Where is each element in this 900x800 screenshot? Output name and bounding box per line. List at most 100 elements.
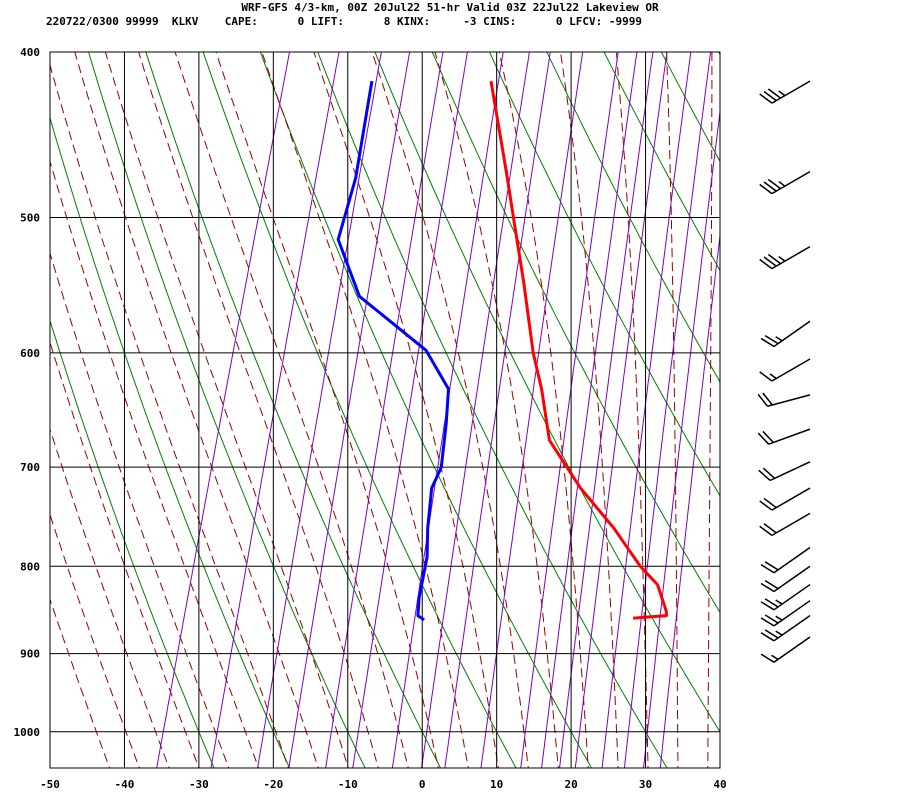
mixing-ratio-line	[480, 52, 584, 768]
dry-adiabat-line	[202, 52, 517, 768]
wind-barb	[759, 246, 811, 270]
wind-barb	[759, 512, 811, 537]
wind-barb-half-feather	[778, 90, 786, 97]
temperature-profile-line	[489, 80, 668, 620]
wind-barb-feather	[762, 430, 774, 443]
wind-barb-feather	[762, 467, 776, 479]
mixing-ratio-line	[541, 52, 638, 768]
x-tick-label: -10	[338, 778, 358, 791]
moist-adiabat-line	[50, 340, 200, 768]
x-tick-label: -50	[40, 778, 60, 791]
wind-barb	[758, 461, 811, 482]
dry-adiabat-line	[317, 52, 668, 768]
mixing-ratio-line	[210, 52, 340, 768]
dry-adiabat-line	[660, 52, 720, 163]
wind-barb-staff	[767, 394, 811, 407]
mixing-ratio-line	[520, 52, 619, 768]
moist-adiabat-line	[498, 52, 589, 768]
mixing-ratio-line	[601, 52, 692, 768]
wind-barb-feather	[760, 564, 775, 574]
wind-barb	[760, 636, 811, 663]
moist-adiabat-line	[174, 52, 409, 768]
dry-adiabat-line	[50, 116, 291, 768]
wind-barb	[757, 392, 811, 407]
wind-barb-half-feather	[775, 599, 783, 605]
wind-barb-staff	[771, 358, 811, 382]
mixing-ratio-line	[558, 52, 654, 768]
mixing-ratio-line	[642, 107, 720, 768]
dry-adiabat-line	[431, 52, 720, 614]
wind-barb-feather	[764, 334, 779, 345]
plot-frame	[49, 51, 721, 769]
wind-barb-staff	[771, 512, 811, 537]
wind-barb	[757, 428, 811, 445]
sounding-indices: 220722/0300 99999 KLKV CAPE: 0 LIFT: 8 K…	[46, 15, 643, 28]
chart-title: WRF-GFS 4/3-km, 00Z 20Jul22 51-hr Valid …	[241, 1, 659, 14]
dry-adiabat-line	[50, 319, 215, 768]
wind-barb-feather	[760, 617, 775, 627]
moist-adiabat-line	[50, 513, 140, 768]
wind-barb-feather	[764, 561, 779, 571]
dry-adiabat-line	[259, 52, 593, 768]
y-tick-label: 700	[20, 461, 40, 474]
moist-adiabat-line	[50, 597, 111, 768]
wind-barb-staff	[773, 614, 811, 642]
dry-adiabat-line	[828, 43, 900, 775]
dry-adiabat-line	[771, 43, 900, 775]
y-tick-label: 500	[20, 212, 40, 225]
wind-barb-feather	[764, 629, 779, 639]
mixing-ratio-line	[444, 52, 551, 768]
wind-barb	[760, 583, 811, 611]
wind-barb	[760, 320, 811, 348]
x-tick-label: -40	[115, 778, 135, 791]
wind-barb-feather	[764, 598, 779, 608]
wind-barb-staff	[773, 320, 811, 348]
wind-barb	[760, 546, 811, 574]
wind-barb-half-feather	[775, 630, 783, 636]
wind-barb-feather	[763, 181, 777, 192]
wind-barb-half-feather	[771, 654, 779, 660]
wind-barb-feather	[763, 90, 777, 102]
moist-adiabat-line	[50, 63, 289, 768]
wind-barb-staff	[773, 565, 811, 593]
x-tick-label: 20	[564, 778, 577, 791]
wind-barb-staff	[771, 487, 811, 511]
y-tick-label: 1000	[14, 726, 41, 739]
mixing-ratio-line	[288, 52, 411, 768]
wind-barb-feather	[759, 183, 773, 195]
wind-barb-feather	[760, 601, 775, 611]
mixing-ratio-line	[257, 52, 382, 768]
y-tick-label: 400	[20, 46, 40, 59]
wind-barb	[760, 600, 811, 627]
wind-barb-feather	[767, 253, 782, 265]
wind-barb-half-feather	[778, 180, 786, 187]
wind-barb-feather	[764, 614, 779, 624]
wind-barb-feather	[759, 500, 773, 511]
x-tick-label: -30	[189, 778, 209, 791]
wind-barb-feather	[759, 258, 773, 270]
wind-barb-half-feather	[775, 336, 783, 342]
moist-adiabat-line	[371, 52, 529, 768]
moist-adiabat-line	[138, 52, 379, 768]
wind-barb-half-feather	[769, 373, 777, 380]
moist-adiabat-line	[707, 52, 713, 768]
wind-barb-staff	[769, 461, 811, 482]
wind-barb-half-feather	[775, 615, 783, 621]
wind-barb-staff	[771, 246, 811, 270]
wind-barb-feather	[764, 579, 779, 590]
y-tick-label: 600	[20, 347, 40, 360]
wind-barb	[759, 80, 811, 104]
wind-barb	[759, 487, 811, 511]
wind-barb-staff	[773, 600, 811, 627]
wind-barb-staff	[773, 636, 811, 663]
mixing-ratio-line	[574, 52, 668, 768]
wind-barb-feather	[763, 523, 777, 534]
wind-barb-feather	[757, 393, 769, 407]
moist-adiabat-line	[50, 251, 230, 768]
wind-barb-feather	[767, 178, 782, 190]
wind-barb-feather	[760, 582, 775, 593]
wind-barb-feather	[758, 469, 771, 482]
wind-barb-feather	[757, 432, 770, 445]
wind-barb	[760, 565, 811, 593]
